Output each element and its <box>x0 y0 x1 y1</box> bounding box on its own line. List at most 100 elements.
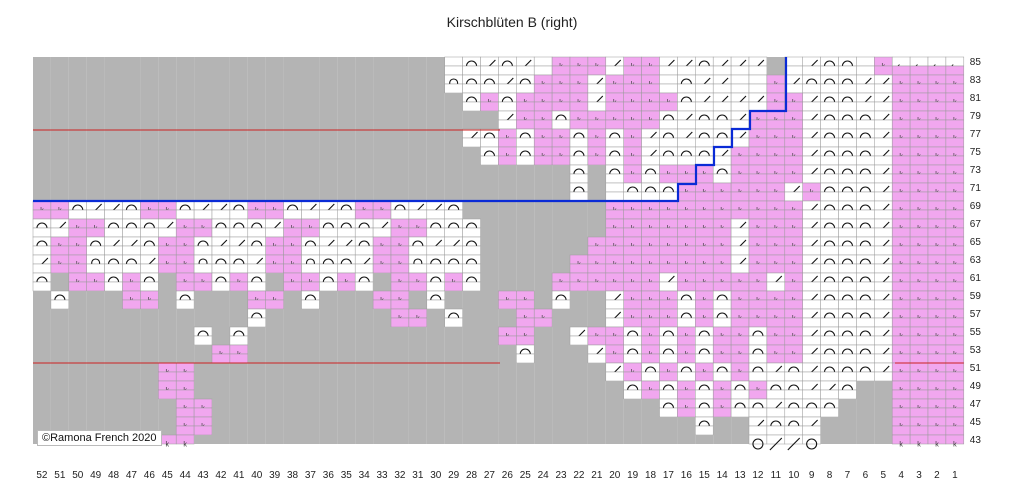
stitch-cell <box>391 120 409 129</box>
stitch-cell <box>462 120 481 129</box>
stitch-cell <box>569 173 589 184</box>
stitch-cell <box>50 129 69 138</box>
stitch-cell <box>319 57 338 66</box>
stitch-cell <box>319 236 338 247</box>
stitch-cell <box>247 111 266 120</box>
stitch-cell <box>122 75 141 84</box>
stitch-cell <box>212 147 230 156</box>
stitch-cell <box>534 210 553 219</box>
stitch-cell <box>140 183 159 192</box>
stitch-cell <box>140 138 159 147</box>
stitch-cell <box>122 263 141 274</box>
stitch-cell <box>247 254 266 265</box>
stitch-cell <box>587 381 606 390</box>
stitch-cell <box>319 291 338 300</box>
stitch-cell <box>122 138 141 147</box>
stitch-cell <box>909 281 929 292</box>
stitch-cell <box>283 345 302 354</box>
stitch-cell <box>891 263 911 274</box>
stitch-cell <box>283 263 302 274</box>
stitch-cell <box>68 183 87 192</box>
stitch-cell <box>874 308 893 319</box>
stitch-cell <box>319 200 338 211</box>
stitch-cell <box>212 57 230 66</box>
stitch-cell <box>229 309 248 318</box>
stitch-cell <box>730 371 750 382</box>
stitch-cell <box>552 318 570 327</box>
stitch-cell <box>283 336 302 345</box>
stitch-cell <box>212 318 230 327</box>
stitch-cell <box>569 101 589 112</box>
stitch-cell <box>373 66 391 75</box>
row-number-label: 61 <box>970 273 982 284</box>
stitch-cell <box>766 101 786 112</box>
stitch-cell <box>337 245 356 256</box>
stitch-cell <box>193 263 213 274</box>
stitch-cell <box>301 299 320 310</box>
stitch-cell <box>730 101 750 112</box>
stitch-cell <box>498 210 517 219</box>
stitch-cell <box>838 83 857 94</box>
stitch-cell <box>623 101 642 112</box>
stitch-cell <box>820 155 839 166</box>
stitch-cell <box>408 336 427 345</box>
stitch-cell <box>176 147 195 156</box>
stitch-cell <box>355 435 374 444</box>
stitch-cell <box>874 191 893 202</box>
stitch-cell <box>891 65 911 76</box>
stitch-cell <box>247 245 266 256</box>
stitch-cell <box>426 426 445 435</box>
stitch-cell <box>641 435 660 444</box>
stitch-cell <box>212 399 230 408</box>
stitch-cell <box>677 281 696 292</box>
stitch-cell <box>301 372 320 381</box>
stitch-cell <box>587 101 607 112</box>
stitch-cell <box>712 353 732 364</box>
stitch-cell <box>194 363 212 372</box>
stitch-cell <box>319 435 338 444</box>
stitch-cell <box>927 425 947 436</box>
stitch-cell <box>194 120 212 129</box>
stitch-cell <box>623 317 642 328</box>
stitch-cell <box>140 174 159 183</box>
stitch-cell <box>247 435 266 444</box>
stitch-cell <box>945 155 965 166</box>
stitch-cell <box>158 399 177 408</box>
stitch-cell <box>641 317 660 328</box>
stitch-cell <box>391 336 409 345</box>
stitch-cell <box>32 254 52 265</box>
stitch-cell <box>605 371 624 382</box>
stitch-cell <box>444 327 463 336</box>
stitch-cell <box>122 372 141 381</box>
stitch-cell <box>641 119 660 130</box>
stitch-cell <box>623 65 642 76</box>
stitch-cell <box>838 101 857 112</box>
stitch-cell <box>874 218 893 229</box>
stitch-cell <box>444 291 463 300</box>
stitch-cell <box>122 399 141 408</box>
stitch-cell <box>229 399 248 408</box>
column-number-label: 48 <box>108 470 120 481</box>
stitch-cell <box>462 291 481 300</box>
stitch-cell <box>373 84 391 93</box>
stitch-cell <box>712 209 732 220</box>
stitch-cell <box>319 318 338 327</box>
stitch-cell <box>498 363 517 372</box>
stitch-cell <box>229 381 248 390</box>
stitch-cell <box>570 399 588 408</box>
stitch-cell <box>104 66 123 75</box>
stitch-cell <box>856 335 875 346</box>
stitch-cell <box>426 372 445 381</box>
stitch-cell <box>355 399 374 408</box>
stitch-cell <box>104 399 123 408</box>
stitch-cell <box>50 390 69 399</box>
stitch-cell <box>283 147 302 156</box>
column-number-label: 26 <box>502 470 514 481</box>
stitch-cell <box>874 200 893 211</box>
stitch-cell <box>212 291 230 300</box>
stitch-cell <box>426 66 445 75</box>
stitch-cell <box>480 354 499 363</box>
stitch-cell <box>265 218 284 229</box>
stitch-cell <box>945 65 965 76</box>
stitch-cell <box>391 192 409 201</box>
